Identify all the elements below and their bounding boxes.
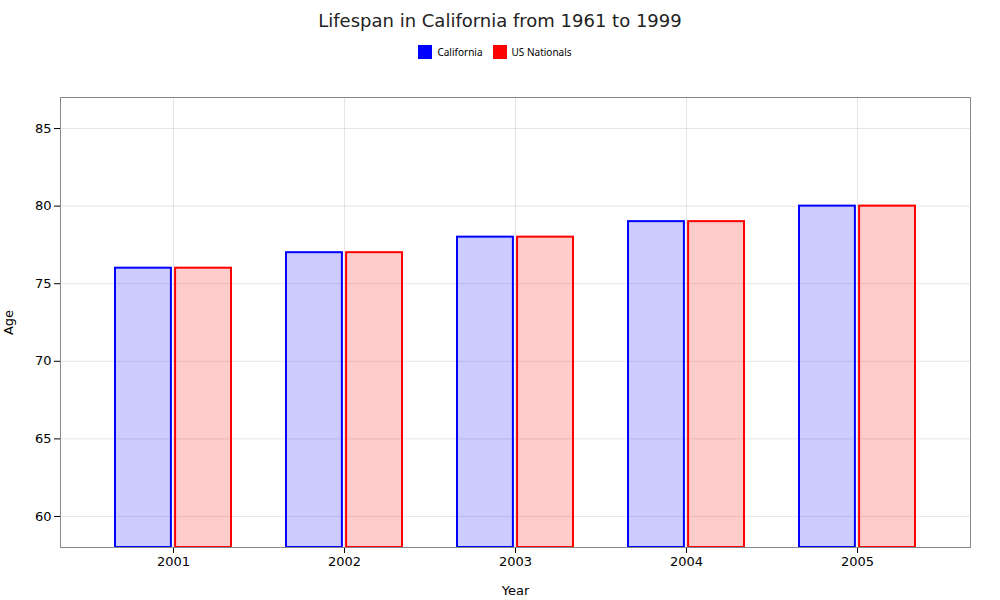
svg-text:2005: 2005 <box>841 554 874 569</box>
svg-text:2004: 2004 <box>670 554 703 569</box>
svg-text:70: 70 <box>35 353 52 368</box>
svg-text:2001: 2001 <box>157 554 190 569</box>
svg-text:85: 85 <box>35 121 52 136</box>
svg-text:65: 65 <box>35 431 52 446</box>
html-text:Lifespan in California from 19: Lifespan in California from 1961 to 1999 <box>318 10 682 31</box>
html-text:California: California <box>437 44 483 59</box>
svg-text:80: 80 <box>35 198 52 213</box>
svg-text:Age: Age <box>1 310 16 335</box>
svg-text:2002: 2002 <box>328 554 361 569</box>
svg-text:2003: 2003 <box>499 554 532 569</box>
svg-text:60: 60 <box>35 509 52 524</box>
html-text:US Nationals: US Nationals <box>511 44 572 59</box>
svg-text:Year: Year <box>501 583 530 598</box>
svg-text:75: 75 <box>35 276 52 291</box>
